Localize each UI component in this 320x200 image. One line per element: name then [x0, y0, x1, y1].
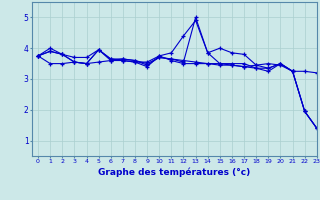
X-axis label: Graphe des températures (°c): Graphe des températures (°c): [98, 167, 251, 177]
